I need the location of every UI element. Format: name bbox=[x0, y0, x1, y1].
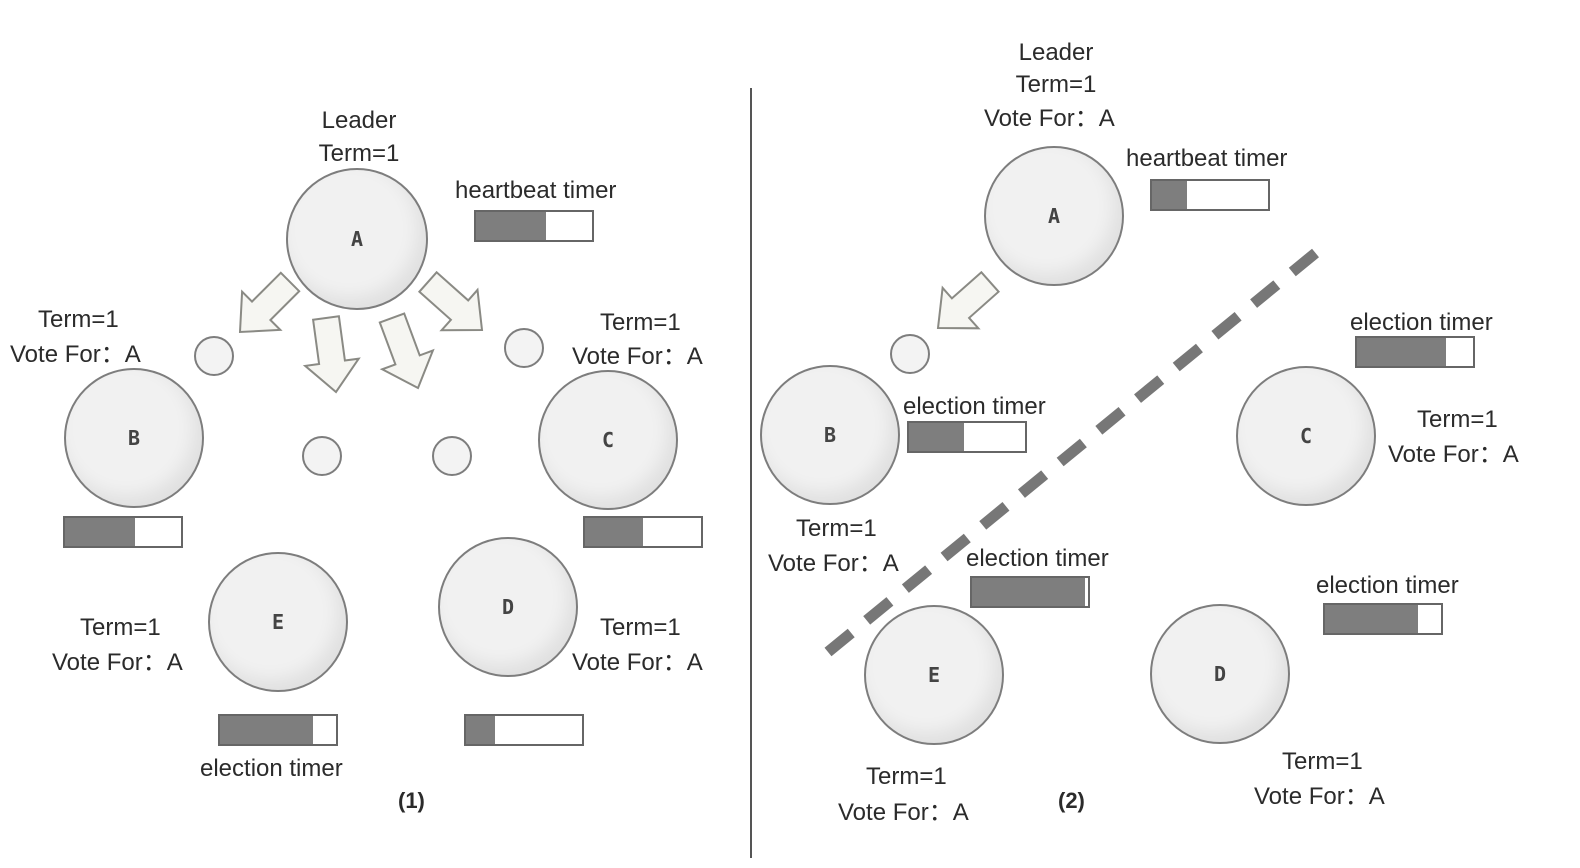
p1-arrow-to-d bbox=[378, 312, 435, 390]
p1-c-vote: Vote For：A bbox=[572, 343, 703, 370]
p2-arrow-to-b bbox=[936, 270, 1001, 330]
p2-d-election-label: election timer bbox=[1316, 572, 1459, 599]
p1-arrow-to-c bbox=[417, 270, 484, 332]
p2-node-d-letter: D bbox=[1213, 662, 1227, 686]
p1-c-timer-fill bbox=[585, 518, 643, 546]
p1-d-election-timer bbox=[464, 714, 584, 746]
p1-node-c-letter: C bbox=[601, 428, 615, 452]
p1-heartbeat-message-b bbox=[194, 336, 234, 376]
p1-heartbeat-message-e bbox=[302, 436, 342, 476]
p1-arrow-to-b bbox=[238, 271, 301, 334]
p1-caption: (1) bbox=[398, 788, 425, 813]
p1-e-timer-fill bbox=[220, 716, 313, 744]
p1-election-label: election timer bbox=[200, 755, 343, 782]
partition-line bbox=[824, 241, 1328, 657]
p1-d-vote: Vote For：A bbox=[572, 649, 703, 676]
p2-e-term: Term=1 bbox=[866, 763, 947, 790]
p2-b-term: Term=1 bbox=[796, 515, 877, 542]
p2-caption: (2) bbox=[1058, 788, 1085, 813]
p2-node-c: C bbox=[1236, 366, 1376, 506]
p2-c-election-timer bbox=[1355, 336, 1475, 368]
panel-divider bbox=[750, 88, 752, 858]
p2-b-timer-fill bbox=[909, 423, 964, 451]
p2-c-term: Term=1 bbox=[1417, 406, 1498, 433]
p1-node-d-letter: D bbox=[501, 595, 515, 619]
p1-node-a: A bbox=[286, 168, 428, 310]
p2-c-election-label: election timer bbox=[1350, 309, 1493, 336]
p1-b-election-timer bbox=[63, 516, 183, 548]
p2-c-timer-fill bbox=[1357, 338, 1447, 366]
p2-heartbeat-timer-fill bbox=[1152, 181, 1187, 209]
p1-heartbeat-message-c bbox=[504, 328, 544, 368]
p2-b-election-label: election timer bbox=[903, 393, 1046, 420]
p2-heartbeat-label: heartbeat timer bbox=[1126, 145, 1288, 172]
p1-heartbeat-message-d bbox=[432, 436, 472, 476]
p1-node-e: E bbox=[208, 552, 348, 692]
p1-e-term: Term=1 bbox=[80, 614, 161, 641]
p1-node-a-letter: A bbox=[350, 227, 364, 251]
p2-b-vote: Vote For：A bbox=[768, 550, 899, 577]
p1-b-vote: Vote For：A bbox=[10, 341, 141, 368]
p1-heartbeat-label: heartbeat timer bbox=[455, 177, 617, 204]
p2-node-b: B bbox=[760, 365, 900, 505]
p2-node-d: D bbox=[1150, 604, 1290, 744]
p1-leader-label: Leader bbox=[321, 107, 397, 134]
p1-c-election-timer bbox=[583, 516, 703, 548]
p1-node-b: B bbox=[64, 368, 204, 508]
p1-e-election-timer bbox=[218, 714, 338, 746]
p2-d-term: Term=1 bbox=[1282, 748, 1363, 775]
p2-d-vote: Vote For：A bbox=[1254, 783, 1385, 810]
p2-leader-term: Term=1 bbox=[1015, 71, 1097, 98]
p2-heartbeat-timer bbox=[1150, 179, 1270, 211]
p1-d-term: Term=1 bbox=[600, 614, 681, 641]
p2-e-timer-fill bbox=[972, 578, 1085, 606]
p2-leader-vote: Vote For：A bbox=[984, 105, 1115, 132]
p2-node-a: A bbox=[984, 146, 1124, 286]
p1-d-timer-fill bbox=[466, 716, 495, 744]
p2-node-e: E bbox=[864, 605, 1004, 745]
p2-d-timer-fill bbox=[1325, 605, 1418, 633]
p1-b-term: Term=1 bbox=[38, 306, 119, 333]
p1-arrow-to-e bbox=[302, 315, 361, 394]
p1-node-d: D bbox=[438, 537, 578, 677]
p1-c-term: Term=1 bbox=[600, 309, 681, 336]
p2-node-b-letter: B bbox=[823, 423, 837, 447]
p1-node-c: C bbox=[538, 370, 678, 510]
p2-e-election-timer bbox=[970, 576, 1090, 608]
p2-d-election-timer bbox=[1323, 603, 1443, 635]
p2-node-c-letter: C bbox=[1299, 424, 1313, 448]
p2-e-vote: Vote For：A bbox=[838, 799, 969, 826]
p2-node-e-letter: E bbox=[927, 663, 941, 687]
p2-leader-label: Leader bbox=[1018, 39, 1094, 66]
p1-e-vote: Vote For：A bbox=[52, 649, 183, 676]
p2-heartbeat-message-b bbox=[890, 334, 930, 374]
p1-node-b-letter: B bbox=[127, 426, 141, 450]
p2-b-election-timer bbox=[907, 421, 1027, 453]
p2-node-a-letter: A bbox=[1047, 204, 1061, 228]
p1-heartbeat-timer-fill bbox=[476, 212, 546, 240]
p1-node-e-letter: E bbox=[271, 610, 285, 634]
p2-e-election-label: election timer bbox=[966, 545, 1109, 572]
p1-leader-term: Term=1 bbox=[318, 140, 400, 167]
p2-c-vote: Vote For：A bbox=[1388, 441, 1519, 468]
p1-heartbeat-timer bbox=[474, 210, 594, 242]
p1-b-timer-fill bbox=[65, 518, 135, 546]
